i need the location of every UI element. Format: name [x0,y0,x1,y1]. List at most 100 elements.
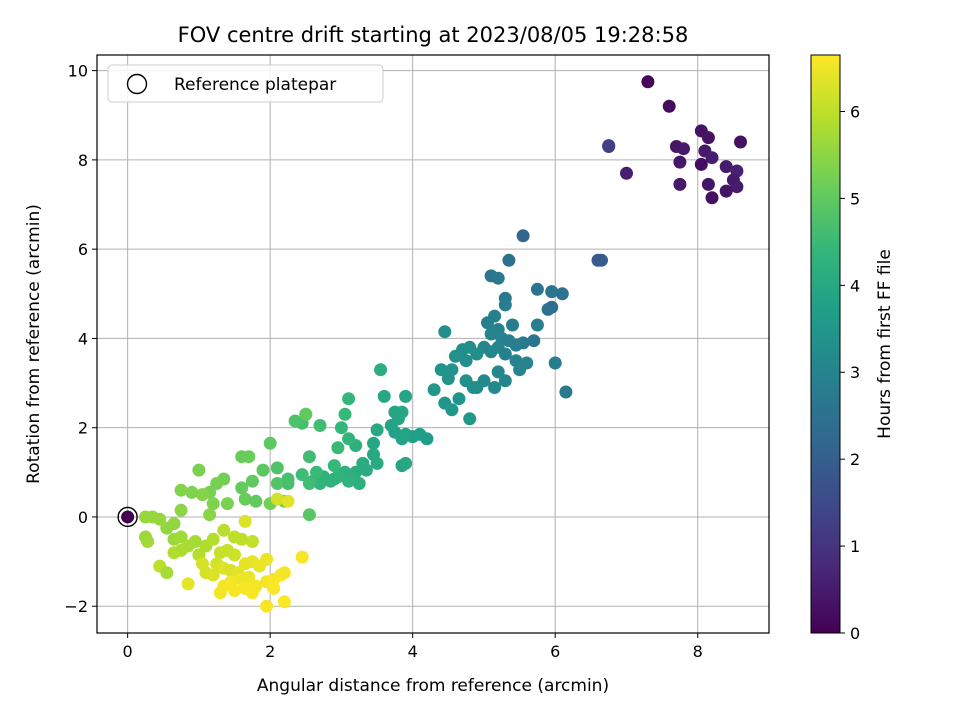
y-tick-label: −2 [64,597,88,616]
scatter-point [359,463,373,477]
scatter-point [313,419,327,432]
y-tick-label: 6 [78,240,88,259]
scatter-point [267,581,281,595]
scatter-point [734,135,747,149]
scatter-point [206,568,220,582]
scatter-point [452,392,466,406]
scatter-point [302,508,316,522]
scatter-point [192,463,206,477]
scatter-point [338,407,352,421]
scatter-point [203,508,217,522]
scatter-point [701,131,715,145]
scatter-point [281,494,295,508]
scatter-point [256,463,270,477]
scatter-point [694,157,708,171]
scatter-point [288,414,302,428]
scatter-point [174,483,188,497]
y-tick-label: 0 [78,508,88,527]
scatter-point [498,374,512,388]
scatter-point [270,477,284,490]
scatter-point [260,599,274,613]
scatter-point [302,477,316,490]
scatter-point [245,586,259,600]
scatter-point [516,229,530,243]
scatter-point [530,282,544,296]
scatter-point [174,503,188,517]
scatter-point [334,421,348,435]
scatter-point [545,285,559,299]
scatter-point [463,412,477,426]
scatter-point [491,365,505,379]
y-axis-title: Rotation from reference (arcmin) [24,204,44,484]
scatter-point [420,432,434,446]
scatter-point [342,474,356,488]
y-tick-label: 4 [78,329,88,348]
scatter-point [228,548,241,562]
legend-marker-icon [126,73,148,95]
scatter-point [377,389,391,403]
x-tick-label: 6 [550,642,560,661]
x-tick-label: 8 [693,642,703,661]
scatter-point [263,436,277,450]
scatter-point [448,349,462,363]
scatter-point [388,405,402,419]
colorbar-ticks: 0 1 2 3 4 5 6 [840,102,860,643]
scatter-point [445,403,459,417]
plot-area: 0 2 4 6 8 −2 0 2 4 6 8 10 [64,54,770,661]
scatter-point [620,166,633,180]
scatter-point [459,354,473,368]
scatter-point [491,271,505,285]
scatter-point [602,139,616,153]
scatter-point [242,450,256,464]
scatter-point [141,535,155,548]
scatter-point [167,546,181,560]
scatter-point [174,530,188,544]
colorbar-tick-label: 5 [850,189,860,208]
scatter-point [327,459,341,473]
scatter-point [249,494,263,508]
legend: Reference platepar [107,64,384,103]
scatter-point [399,389,413,403]
data-points [139,75,747,613]
colorbar-tick-label: 6 [850,102,860,121]
scatter-point [502,253,516,267]
scatter-point [228,584,241,598]
scatter-point [730,180,744,194]
scatter-point [705,191,719,205]
scatter-point [295,550,309,564]
scatter-point [245,535,259,548]
x-tick-label: 4 [408,642,418,661]
scatter-point [701,177,715,191]
scatter-point [213,546,227,560]
reference-point [121,510,135,524]
colorbar-tick-label: 2 [850,450,860,469]
x-tick-label: 0 [123,642,133,661]
plot-frame [96,54,770,634]
scatter-point [299,407,313,421]
scatter-point [541,302,555,316]
scatter-point [153,512,167,526]
scatter-point [210,477,224,490]
colorbar-title: Hours from first FF file [875,249,895,439]
scatter-point [513,363,527,377]
colorbar-tick-label: 3 [850,363,860,382]
colorbar: 0 1 2 3 4 5 6 Hours from first FF file [810,54,895,643]
scatter-point [235,481,249,495]
scatter-point [641,75,655,89]
scatter-point [506,318,519,332]
scatter-point [434,363,448,377]
scatter-point [352,477,366,490]
scatter-point [238,492,252,506]
scatter-point [591,253,605,267]
grid [97,55,769,633]
x-tick-label: 2 [265,642,275,661]
x-axis-title: Angular distance from reference (arcmin) [257,676,609,696]
colorbar-tick-label: 0 [850,624,860,643]
scatter-point [484,327,498,341]
scatter-point [310,465,323,479]
scatter-point [530,318,544,332]
scatter-point [559,385,573,399]
scatter-point [509,338,523,352]
scatter-point [527,334,541,348]
